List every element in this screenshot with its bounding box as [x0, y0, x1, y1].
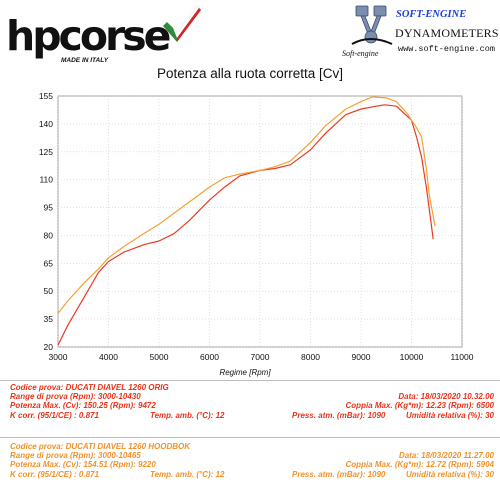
series-lines: [57, 96, 436, 346]
soft-engine-brand: SOFT-ENGINE: [396, 9, 467, 20]
test1-temp: Temp. amb. (°C): 12: [150, 410, 225, 420]
y-tick-label: 80: [44, 230, 54, 240]
test1-torque: Coppia Max. (Kg*m): 12.23 (Rpm): 6500: [345, 401, 494, 411]
y-tick-label: 110: [39, 175, 53, 185]
test2-kcorr: K corr. (95/1/CE) : 0.871: [10, 469, 99, 479]
y-tick-label: 65: [44, 258, 54, 268]
x-tick-label: 5000: [150, 352, 169, 362]
test1-code: Codice prova: DUCATI DIAVEL 1260 ORIG: [10, 383, 169, 392]
test1-press: Press. atm. (mBar): 1090: [292, 410, 386, 420]
test1-humidity: Umidità relativa (%): 30: [405, 410, 494, 420]
x-tick-label: 4000: [99, 352, 118, 362]
hpcorse-wordmark: hpcorse: [6, 12, 171, 60]
x-tick-label: 9000: [352, 352, 371, 362]
plot-area: [57, 95, 463, 348]
soft-engine-small-logo: Soft-engine: [342, 49, 379, 58]
series-line-2: [57, 96, 436, 314]
y-tick-label: 155: [39, 91, 53, 101]
test1-kcorr: K corr. (95/1/CE) : 0.871: [10, 410, 99, 420]
y-tick-label: 140: [39, 119, 53, 129]
x-tick-label: 8000: [301, 352, 320, 362]
dynamometers-label: DYNAMOMETERS: [395, 26, 499, 40]
test-info-2: Codice prova: DUCATI DIAVEL 1260 HOODBOK…: [10, 442, 494, 479]
y-axis-ticks: 20 35 50 65 80 95 110 125 140 155: [39, 91, 53, 352]
x-axis-ticks: 3000 4000 5000 6000 7000 8000 9000 10000 11000: [49, 352, 474, 362]
grid-lines: [57, 95, 463, 348]
y-tick-label: 95: [44, 203, 54, 213]
hpcorse-logo: hpcorse MADE IN ITALY: [6, 12, 196, 72]
test2-temp: Temp. amb. (°C): 12: [150, 469, 225, 479]
x-tick-label: 3000: [49, 352, 68, 362]
soft-engine-logo: SOFT-ENGINE DYNAMOMETERS www.soft-engine…: [340, 4, 500, 66]
y-tick-label: 125: [39, 147, 53, 157]
divider-top: [0, 380, 500, 381]
x-tick-label: 11000: [450, 352, 473, 362]
y-tick-label: 50: [44, 286, 54, 296]
test2-torque: Coppia Max. (Kg*m): 12.72 (Rpm): 5904: [345, 460, 494, 470]
test2-date: Data: 18/03/2020 11.27.00: [398, 451, 494, 461]
website-url: www.soft-engine.com: [398, 44, 495, 54]
test2-humidity: Umidità relativa (%): 30: [405, 469, 494, 479]
chart-title: Potenza alla ruota corretta [Cv]: [156, 66, 344, 81]
power-chart: 20 35 50 65 80 95 110 125 140 155 3000 4000 5000 600…: [39, 91, 474, 377]
x-tick-label: 10000: [400, 352, 424, 362]
series-line-1: [57, 104, 434, 346]
test2-code: Codice prova: DUCATI DIAVEL 1260 HOODBOK: [10, 442, 191, 451]
x-tick-label: 6000: [200, 352, 219, 362]
test-info-1: Codice prova: DUCATI DIAVEL 1260 ORIG Ra…: [10, 383, 494, 420]
test2-press: Press. atm. (mBar): 1090: [292, 469, 386, 479]
engine-pistons-icon: [351, 5, 393, 45]
divider-middle: [0, 437, 500, 438]
test2-range: Range di prova (Rpm): 3000-10465: [10, 451, 141, 461]
made-in-italy-label: MADE IN ITALY: [61, 57, 109, 64]
test2-power: Potenza Max. (Cv): 154.51 (Rpm): 9220: [10, 460, 156, 470]
x-axis-label: Regime [Rpm]: [219, 368, 271, 377]
y-tick-label: 35: [44, 314, 54, 324]
hpcorse-swoosh-icon: [163, 6, 201, 42]
test1-range: Range di prova (Rpm): 3000-10430: [10, 392, 141, 402]
test1-power: Potenza Max. (Cv): 150.25 (Rpm): 9472: [10, 401, 156, 411]
y-tick-label: 20: [44, 342, 54, 352]
x-tick-label: 7000: [251, 352, 270, 362]
test1-date: Data: 18/03/2020 10.32.00: [398, 392, 494, 402]
